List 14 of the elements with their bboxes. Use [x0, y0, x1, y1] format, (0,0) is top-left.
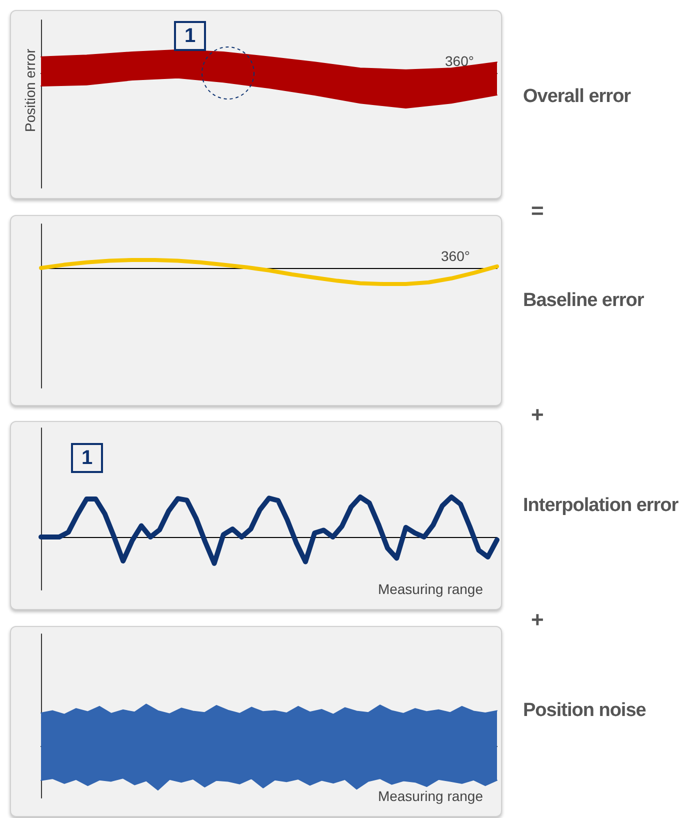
text: Baseline error	[523, 290, 644, 312]
x-axis-title: Measuring range	[378, 788, 483, 804]
text: 1	[174, 21, 206, 51]
text: Position noise	[523, 700, 646, 722]
x-axis-title: Measuring range	[378, 581, 483, 597]
text: Overall error	[523, 86, 631, 108]
text: 1	[71, 443, 103, 473]
text: +	[531, 402, 544, 428]
annotation: 360°	[441, 248, 470, 264]
y-axis-title: Position error	[22, 48, 38, 132]
text: +	[531, 607, 544, 633]
text: Interpolation error	[523, 495, 678, 517]
annotation: 360°	[445, 53, 474, 69]
text: =	[531, 198, 544, 224]
